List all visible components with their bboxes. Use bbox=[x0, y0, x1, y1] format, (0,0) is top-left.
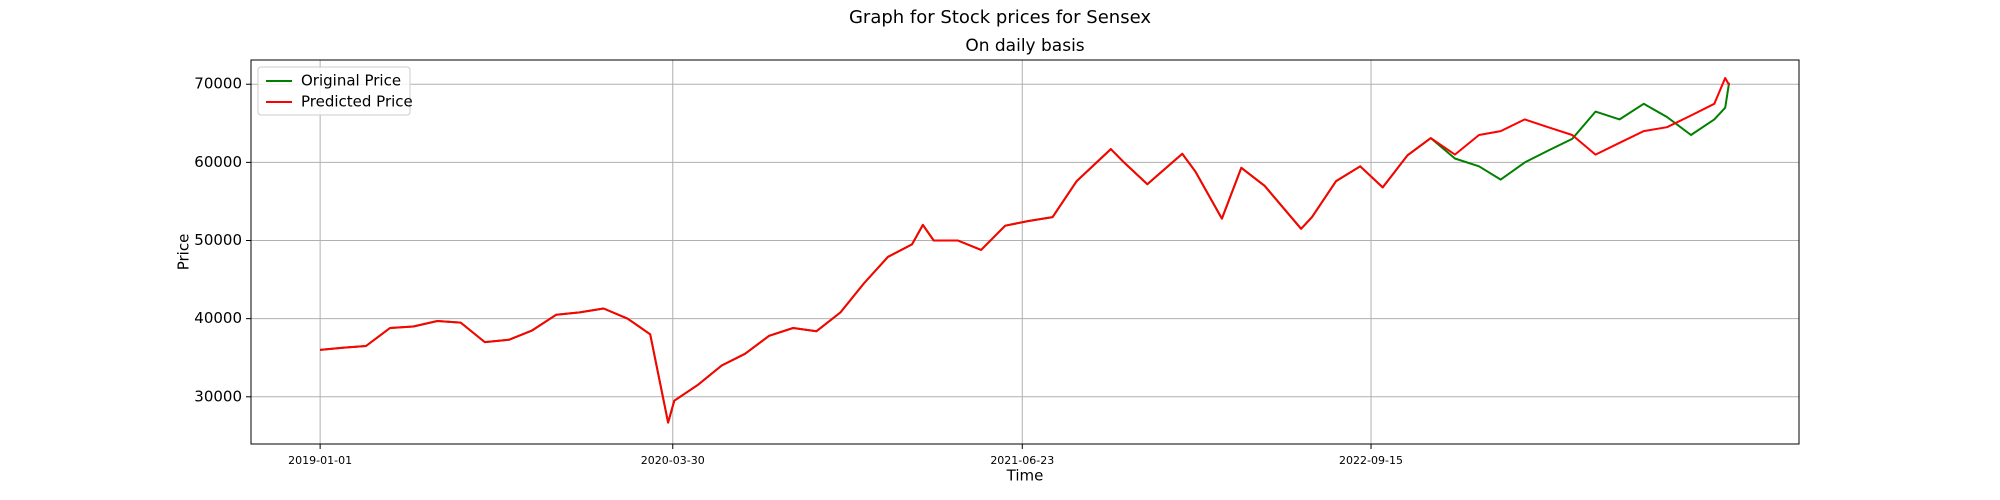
y-tick-label: 50000 bbox=[194, 231, 242, 249]
x-tick-label: 2019-01-01 bbox=[288, 454, 352, 467]
y-tick-label: 60000 bbox=[194, 153, 242, 171]
legend-label: Predicted Price bbox=[301, 93, 413, 111]
x-tick-label: 2021-06-23 bbox=[990, 454, 1054, 467]
y-tick-label: 70000 bbox=[194, 75, 242, 93]
x-tick-label: 2022-09-15 bbox=[1339, 454, 1403, 467]
legend-box bbox=[257, 66, 411, 116]
x-axis-label: Time bbox=[1006, 467, 1044, 485]
legend-label: Original Price bbox=[301, 72, 401, 90]
plot-frame bbox=[250, 59, 1800, 445]
y-tick-label: 40000 bbox=[194, 309, 242, 327]
y-axis-label: Price bbox=[175, 234, 193, 271]
price-line bbox=[320, 82, 1731, 424]
x-tick-label: 2020-03-30 bbox=[641, 454, 705, 467]
chart-title: Graph for Stock prices for Sensex bbox=[849, 7, 1151, 28]
chart-subtitle: On daily basis bbox=[965, 36, 1084, 56]
y-tick-label: 30000 bbox=[194, 387, 242, 405]
price-line bbox=[320, 77, 1730, 424]
